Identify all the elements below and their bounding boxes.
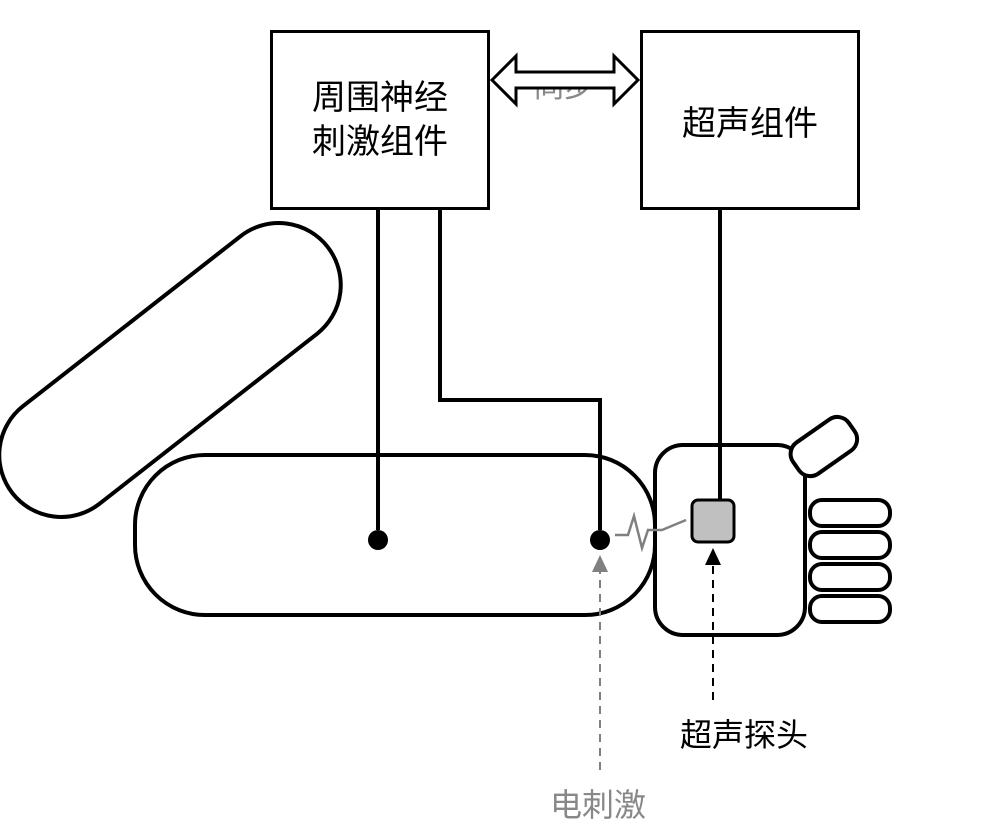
ground-electrode [368, 530, 388, 550]
active-wire [440, 210, 600, 530]
nerve-stim-line1: 周围神经 [312, 76, 448, 120]
stim-arrow [592, 555, 608, 770]
active-electrode-label-2: 电极 [518, 560, 582, 606]
active-electrode [590, 530, 610, 550]
probe-arrow [705, 548, 721, 700]
ground-label: 地线 [260, 507, 324, 553]
sync-label: 同步 [534, 62, 594, 106]
ultrasound-text: 超声组件 [682, 96, 818, 145]
nerve-stim-line2: 刺激组件 [312, 120, 448, 164]
finger-3 [810, 564, 890, 590]
nerve-stim-box: 周围神经 刺激组件 [270, 30, 490, 210]
finger-4 [810, 596, 890, 622]
finger-1 [810, 500, 890, 526]
ultrasound-box: 超声组件 [640, 30, 860, 210]
stim-label: 电刺激 [550, 780, 646, 826]
finger-2 [810, 532, 890, 558]
pulse-icon [615, 516, 686, 548]
probe-label: 超声探头 [680, 710, 808, 756]
upper-arm [0, 198, 366, 542]
hand [655, 445, 805, 635]
ultrasound-probe [692, 500, 734, 542]
thumb [785, 411, 862, 481]
